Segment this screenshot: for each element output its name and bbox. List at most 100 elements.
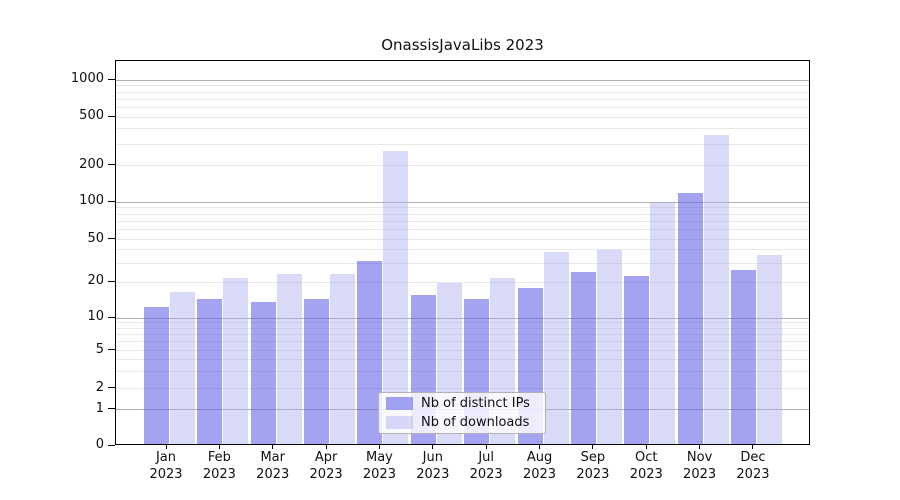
y-tick-mark xyxy=(108,78,115,80)
x-tick-label: Aug 2023 xyxy=(522,450,557,482)
x-tick-label: Oct 2023 xyxy=(629,450,663,482)
x-tick-mark xyxy=(699,445,701,449)
legend-label-downloads: Nb of downloads xyxy=(421,415,530,430)
x-tick-mark xyxy=(539,445,541,449)
y-tick-mark xyxy=(108,316,115,318)
legend-label-distinct-ips: Nb of distinct IPs xyxy=(421,396,530,411)
y-tick-mark xyxy=(108,238,115,239)
y-tick-label: 200 xyxy=(79,156,104,172)
y-tick-mark xyxy=(108,408,115,409)
bar-downloads-dec xyxy=(756,255,782,444)
gridline-minor xyxy=(116,334,809,336)
x-tick-mark xyxy=(165,445,167,449)
gridline-minor xyxy=(116,106,809,108)
y-tick-label: 50 xyxy=(87,230,104,246)
legend-swatch-downloads xyxy=(386,416,413,429)
y-tick-label: 100 xyxy=(79,193,104,208)
x-tick-label: Mar 2023 xyxy=(256,450,290,482)
x-tick-mark xyxy=(592,445,594,449)
x-tick-mark xyxy=(752,445,754,449)
x-tick-mark xyxy=(485,445,487,449)
x-tick-mark xyxy=(432,445,434,449)
gridline-major xyxy=(116,317,809,319)
gridline-minor xyxy=(116,359,809,361)
bar-distinct-ips-jan xyxy=(144,306,169,444)
x-tick-mark xyxy=(272,445,274,449)
x-tick-label: Feb 2023 xyxy=(202,450,236,482)
gridline-minor xyxy=(116,350,809,351)
legend-item-distinct-ips: Nb of distinct IPs xyxy=(379,396,545,411)
y-tick-label: 1 xyxy=(95,400,104,416)
x-tick-label: Apr 2023 xyxy=(309,450,343,482)
x-tick-label: Jan 2023 xyxy=(149,450,183,482)
gridline-minor xyxy=(116,262,809,264)
bar-downloads-oct xyxy=(650,202,676,444)
gridline-minor xyxy=(116,116,809,118)
gridline-minor xyxy=(116,249,809,251)
x-tick-label: Sep 2023 xyxy=(576,450,610,482)
bar-downloads-sep xyxy=(596,250,622,444)
gridline-minor xyxy=(116,98,809,100)
x-tick-mark xyxy=(645,445,647,449)
gridline-minor xyxy=(116,165,809,167)
gridline-minor xyxy=(116,281,809,283)
y-tick-mark xyxy=(108,387,115,388)
bar-distinct-ips-mar xyxy=(250,302,276,444)
gridline-minor xyxy=(116,388,809,389)
legend: Nb of distinct IPs Nb of downloads xyxy=(378,392,546,434)
y-tick-label: 10 xyxy=(87,309,104,324)
bar-distinct-ips-dec xyxy=(730,269,756,444)
bar-downloads-nov xyxy=(703,134,729,444)
gridline-minor xyxy=(116,143,809,145)
y-tick-label: 5 xyxy=(95,341,104,357)
y-tick-label: 1000 xyxy=(70,71,104,87)
x-tick-mark xyxy=(325,445,327,449)
y-tick-mark xyxy=(108,164,115,166)
x-tick-label: Dec 2023 xyxy=(736,450,770,482)
y-tick-mark xyxy=(108,200,115,202)
gridline-minor xyxy=(116,91,809,93)
y-tick-mark xyxy=(108,280,115,282)
y-tick-mark xyxy=(108,349,115,350)
bar-distinct-ips-feb xyxy=(197,298,223,444)
y-tick-label: 20 xyxy=(87,273,104,288)
plot-area xyxy=(115,60,810,445)
legend-swatch-distinct-ips xyxy=(386,397,413,410)
gridline-minor xyxy=(116,371,809,373)
gridline-minor xyxy=(116,327,809,329)
chart-title: OnassisJavaLibs 2023 xyxy=(381,36,544,54)
gridline-minor xyxy=(116,229,809,231)
bar-downloads-feb xyxy=(223,277,249,444)
bar-distinct-ips-apr xyxy=(304,298,330,444)
x-tick-mark xyxy=(378,445,380,449)
legend-item-downloads: Nb of downloads xyxy=(379,415,545,430)
bar-distinct-ips-sep xyxy=(570,271,596,444)
bar-downloads-apr xyxy=(330,273,356,444)
x-tick-mark xyxy=(218,445,220,449)
y-tick-label: 0 xyxy=(95,437,104,452)
gridline-major xyxy=(116,201,809,203)
y-tick-mark xyxy=(108,115,115,117)
bar-downloads-mar xyxy=(276,273,302,444)
y-tick-label: 2 xyxy=(95,379,104,395)
x-tick-label: Jul 2023 xyxy=(469,450,503,482)
bar-downloads-jan xyxy=(170,291,195,444)
gridline-minor xyxy=(116,207,809,209)
gridline-minor xyxy=(116,341,809,343)
bar-distinct-ips-nov xyxy=(677,192,703,444)
x-tick-label: Nov 2023 xyxy=(683,450,717,482)
gridline-minor xyxy=(116,220,809,222)
bar-distinct-ips-oct xyxy=(624,275,650,444)
gridline-minor xyxy=(116,128,809,130)
gridline-major xyxy=(116,79,809,81)
x-tick-label: May 2023 xyxy=(362,450,396,482)
gridline-minor xyxy=(116,239,809,240)
x-tick-label: Jun 2023 xyxy=(416,450,450,482)
y-tick-label: 500 xyxy=(79,108,104,123)
y-tick-mark xyxy=(108,444,115,446)
gridline-minor xyxy=(116,322,809,324)
gridline-minor xyxy=(116,85,809,87)
bar-downloads-aug xyxy=(543,251,569,444)
gridline-minor xyxy=(116,213,809,215)
